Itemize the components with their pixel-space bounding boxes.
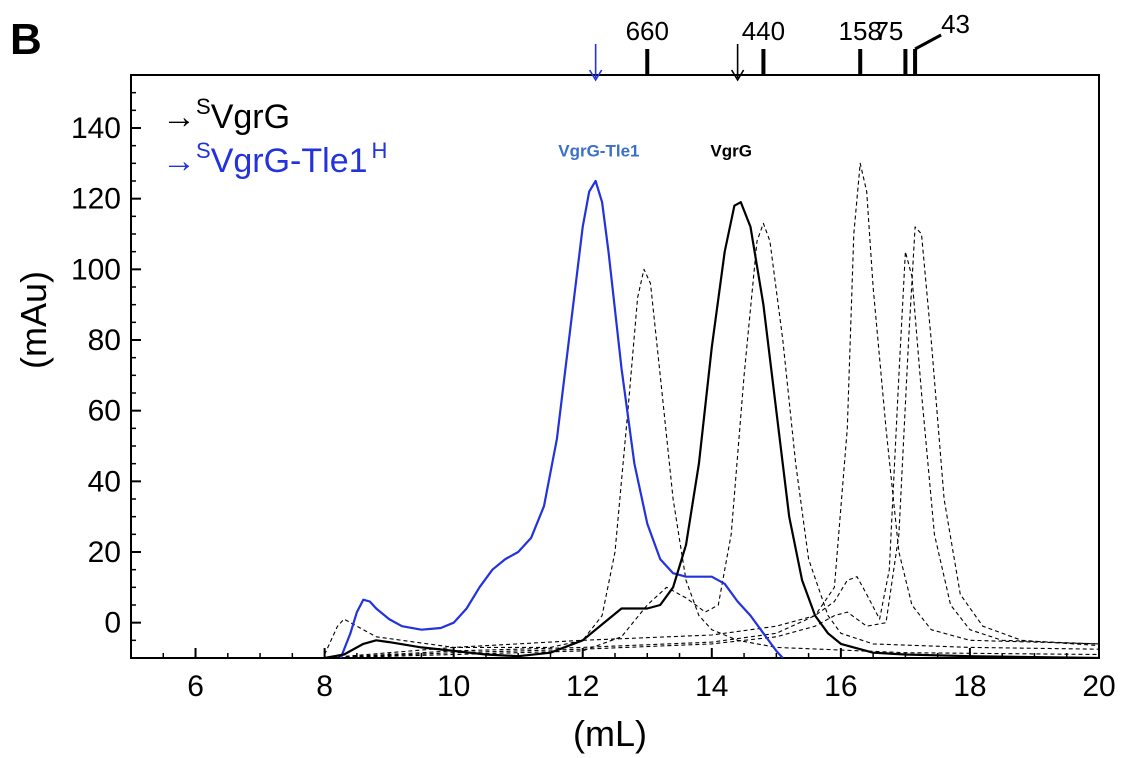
series-line-std-440 xyxy=(324,222,1099,658)
y-tick-label: 140 xyxy=(71,112,121,145)
y-axis-title: (mAu) xyxy=(13,271,54,369)
y-tick-label: 20 xyxy=(88,536,121,569)
mw-marker-label: 158 xyxy=(839,16,882,46)
y-tick-label: 100 xyxy=(71,253,121,286)
x-tick-label: 18 xyxy=(953,670,986,703)
x-axis-title: (mL) xyxy=(573,713,647,754)
legend: →SVgrG→SVgrG-Tle1 H xyxy=(162,94,387,180)
peak-label: VgrG xyxy=(710,142,752,161)
series-line-vgrg-tle1 xyxy=(339,179,784,658)
y-tick-label: 120 xyxy=(71,183,121,216)
x-tick-label: 14 xyxy=(695,670,728,703)
legend-entry: →SVgrG xyxy=(162,94,290,136)
y-tick-label: 80 xyxy=(88,324,121,357)
elution-arrow-head xyxy=(730,69,745,82)
mw-marker-label: 440 xyxy=(742,16,785,46)
peak-labels: VgrG-Tle1 VgrG xyxy=(558,142,752,161)
series-layer xyxy=(324,162,1099,658)
legend-entry: →SVgrG-Tle1 H xyxy=(162,138,387,180)
series-line-std-660 xyxy=(324,268,1099,656)
mw-marker-label: 660 xyxy=(626,16,669,46)
elution-arrow-head xyxy=(588,69,603,82)
y-tick-label: 40 xyxy=(88,465,121,498)
panel-label: B xyxy=(10,15,42,64)
series-line-std-158 xyxy=(324,162,1099,658)
x-tick-label: 12 xyxy=(566,670,599,703)
x-tick-label: 6 xyxy=(187,670,204,703)
series-line-std-75 xyxy=(324,251,1099,658)
y-tick-label: 60 xyxy=(88,395,121,428)
series-line-vgrg xyxy=(324,201,1099,658)
series-line-std-43 xyxy=(324,226,1099,658)
x-tick-label: 10 xyxy=(437,670,470,703)
peak-label: VgrG-Tle1 xyxy=(558,142,639,161)
x-tick-label: 8 xyxy=(316,670,333,703)
mw-marker-leader xyxy=(914,33,942,51)
x-tick-label: 20 xyxy=(1082,670,1115,703)
y-tick-label: 0 xyxy=(104,607,121,640)
mw-marker-label: 75 xyxy=(874,16,903,46)
x-tick-label: 16 xyxy=(824,670,857,703)
mw-marker-label: 43 xyxy=(941,9,970,39)
